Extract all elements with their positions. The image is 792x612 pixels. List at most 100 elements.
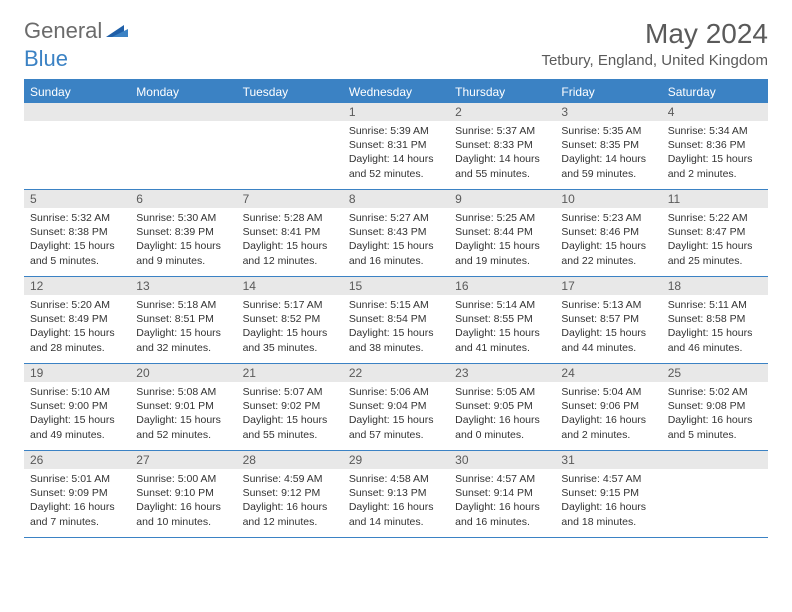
day-content: Sunrise: 5:37 AMSunset: 8:33 PMDaylight:… [449,121,555,184]
day-sunrise: Sunrise: 5:35 AM [561,124,655,138]
day-number: 24 [555,364,661,382]
day-cell: 31Sunrise: 4:57 AMSunset: 9:15 PMDayligh… [555,451,661,537]
day-day1: Daylight: 15 hours [455,326,549,340]
day-cell: 25Sunrise: 5:02 AMSunset: 9:08 PMDayligh… [662,364,768,450]
day-day2: and 18 minutes. [561,515,655,529]
day-sunset: Sunset: 9:14 PM [455,486,549,500]
day-number: 2 [449,103,555,121]
day-day1: Daylight: 15 hours [668,152,762,166]
day-day1: Daylight: 14 hours [349,152,443,166]
day-day1: Daylight: 15 hours [30,413,124,427]
day-cell: 8Sunrise: 5:27 AMSunset: 8:43 PMDaylight… [343,190,449,276]
day-cell: 3Sunrise: 5:35 AMSunset: 8:35 PMDaylight… [555,103,661,189]
day-content: Sunrise: 5:18 AMSunset: 8:51 PMDaylight:… [130,295,236,358]
day-day2: and 59 minutes. [561,167,655,181]
day-day2: and 49 minutes. [30,428,124,442]
day-day2: and 2 minutes. [561,428,655,442]
day-day1: Daylight: 15 hours [349,239,443,253]
day-sunset: Sunset: 8:33 PM [455,138,549,152]
day-sunrise: Sunrise: 5:08 AM [136,385,230,399]
day-cell: 16Sunrise: 5:14 AMSunset: 8:55 PMDayligh… [449,277,555,363]
day-content: Sunrise: 5:15 AMSunset: 8:54 PMDaylight:… [343,295,449,358]
day-sunrise: Sunrise: 5:01 AM [30,472,124,486]
day-cell: 13Sunrise: 5:18 AMSunset: 8:51 PMDayligh… [130,277,236,363]
day-day2: and 32 minutes. [136,341,230,355]
title-block: May 2024 Tetbury, England, United Kingdo… [541,18,768,69]
day-content: Sunrise: 4:57 AMSunset: 9:15 PMDaylight:… [555,469,661,532]
day-day1: Daylight: 16 hours [243,500,337,514]
day-sunset: Sunset: 8:57 PM [561,312,655,326]
week-row: 1Sunrise: 5:39 AMSunset: 8:31 PMDaylight… [24,103,768,190]
day-number: 14 [237,277,343,295]
day-sunrise: Sunrise: 5:39 AM [349,124,443,138]
day-day1: Daylight: 16 hours [30,500,124,514]
day-sunset: Sunset: 8:51 PM [136,312,230,326]
day-number: 17 [555,277,661,295]
day-day1: Daylight: 16 hours [136,500,230,514]
day-cell: 28Sunrise: 4:59 AMSunset: 9:12 PMDayligh… [237,451,343,537]
day-number: 11 [662,190,768,208]
day-sunrise: Sunrise: 5:25 AM [455,211,549,225]
day-sunset: Sunset: 8:43 PM [349,225,443,239]
day-content: Sunrise: 5:23 AMSunset: 8:46 PMDaylight:… [555,208,661,271]
day-day2: and 44 minutes. [561,341,655,355]
day-content: Sunrise: 5:17 AMSunset: 8:52 PMDaylight:… [237,295,343,358]
day-cell: 9Sunrise: 5:25 AMSunset: 8:44 PMDaylight… [449,190,555,276]
day-number: 7 [237,190,343,208]
day-sunset: Sunset: 9:13 PM [349,486,443,500]
day-header-saturday: Saturday [662,81,768,103]
day-content: Sunrise: 5:05 AMSunset: 9:05 PMDaylight:… [449,382,555,445]
day-day1: Daylight: 16 hours [455,500,549,514]
day-day2: and 7 minutes. [30,515,124,529]
day-day1: Daylight: 15 hours [668,239,762,253]
header: General May 2024 Tetbury, England, Unite… [0,0,792,73]
day-day2: and 38 minutes. [349,341,443,355]
day-day2: and 52 minutes. [349,167,443,181]
day-sunrise: Sunrise: 5:34 AM [668,124,762,138]
day-number: 4 [662,103,768,121]
day-day1: Daylight: 15 hours [243,413,337,427]
day-content: Sunrise: 5:07 AMSunset: 9:02 PMDaylight:… [237,382,343,445]
day-sunset: Sunset: 8:46 PM [561,225,655,239]
day-day2: and 57 minutes. [349,428,443,442]
day-sunset: Sunset: 9:01 PM [136,399,230,413]
day-cell: 14Sunrise: 5:17 AMSunset: 8:52 PMDayligh… [237,277,343,363]
day-number: 13 [130,277,236,295]
day-day2: and 2 minutes. [668,167,762,181]
day-sunset: Sunset: 8:54 PM [349,312,443,326]
day-content: Sunrise: 5:34 AMSunset: 8:36 PMDaylight:… [662,121,768,184]
day-sunrise: Sunrise: 5:20 AM [30,298,124,312]
day-number: 26 [24,451,130,469]
day-day2: and 28 minutes. [30,341,124,355]
day-day1: Daylight: 15 hours [243,326,337,340]
day-number: 25 [662,364,768,382]
day-day1: Daylight: 16 hours [561,413,655,427]
day-day2: and 5 minutes. [30,254,124,268]
day-day1: Daylight: 14 hours [455,152,549,166]
day-number: 1 [343,103,449,121]
day-cell [130,103,236,189]
day-number: 8 [343,190,449,208]
day-day1: Daylight: 15 hours [668,326,762,340]
day-content: Sunrise: 5:28 AMSunset: 8:41 PMDaylight:… [237,208,343,271]
day-day1: Daylight: 16 hours [668,413,762,427]
day-number: 27 [130,451,236,469]
day-cell: 21Sunrise: 5:07 AMSunset: 9:02 PMDayligh… [237,364,343,450]
day-cell: 24Sunrise: 5:04 AMSunset: 9:06 PMDayligh… [555,364,661,450]
day-sunrise: Sunrise: 5:02 AM [668,385,762,399]
day-day1: Daylight: 15 hours [30,326,124,340]
day-content: Sunrise: 5:04 AMSunset: 9:06 PMDaylight:… [555,382,661,445]
day-sunrise: Sunrise: 5:10 AM [30,385,124,399]
day-day1: Daylight: 15 hours [561,326,655,340]
day-header-tuesday: Tuesday [237,81,343,103]
day-day2: and 22 minutes. [561,254,655,268]
day-sunrise: Sunrise: 5:14 AM [455,298,549,312]
day-sunset: Sunset: 8:31 PM [349,138,443,152]
day-day2: and 52 minutes. [136,428,230,442]
day-cell: 20Sunrise: 5:08 AMSunset: 9:01 PMDayligh… [130,364,236,450]
day-day2: and 14 minutes. [349,515,443,529]
day-number: 18 [662,277,768,295]
day-number: 28 [237,451,343,469]
day-cell: 5Sunrise: 5:32 AMSunset: 8:38 PMDaylight… [24,190,130,276]
day-cell: 29Sunrise: 4:58 AMSunset: 9:13 PMDayligh… [343,451,449,537]
